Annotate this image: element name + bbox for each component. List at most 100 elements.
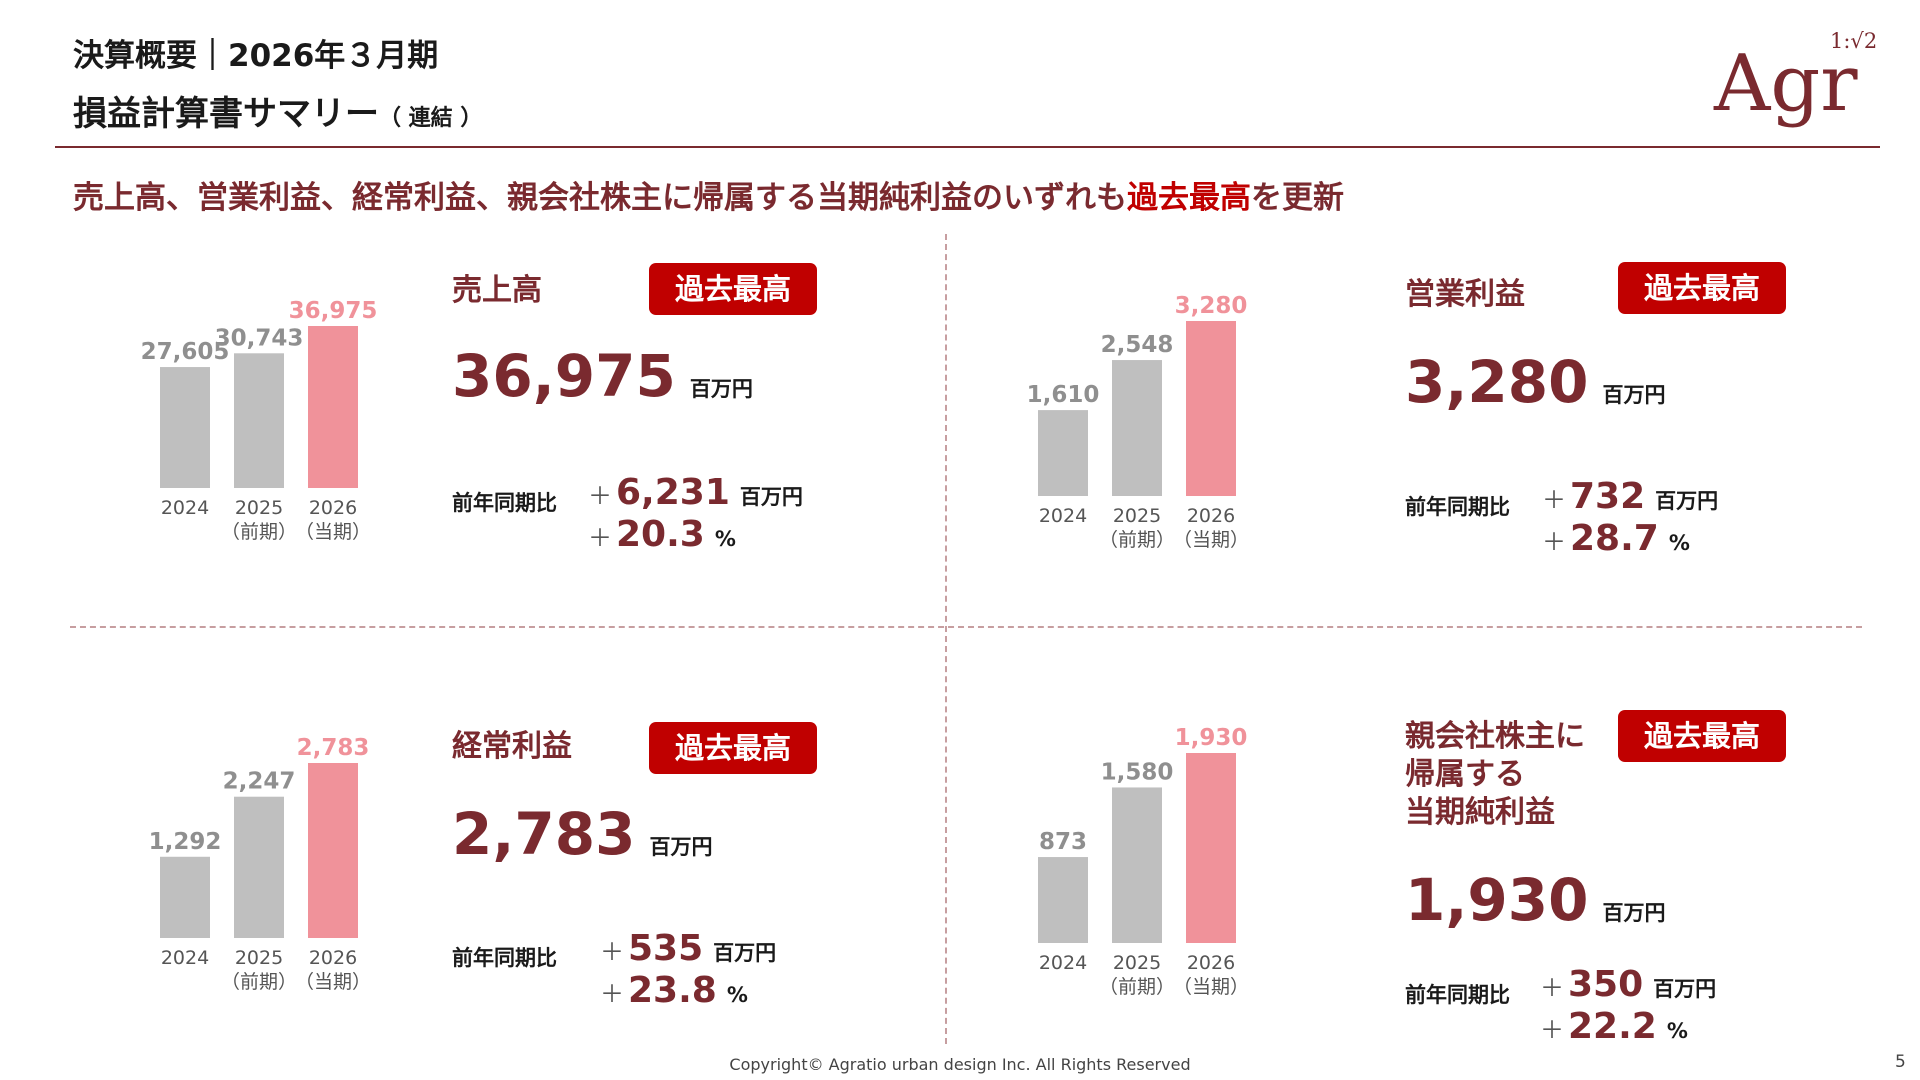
yoy-label: 前年同期比 [1405, 495, 1510, 519]
yoy-label: 前年同期比 [452, 491, 557, 515]
title-line: 当期純利益 [1405, 795, 1555, 830]
yoy-sign: ＋ [588, 524, 612, 552]
yoy-percent-number: 28.7 [1570, 518, 1659, 559]
category-label: （前期） [1099, 976, 1175, 998]
yoy-percent: ＋ 23.8% [600, 970, 748, 1011]
record-high-badge: 過去最高 [1618, 262, 1786, 314]
page-number: 5 [1895, 1052, 1906, 1072]
yoy-sign: ＋ [1542, 486, 1566, 514]
yoy-sign: ＋ [600, 938, 624, 966]
value-unit: 百万円 [689, 377, 753, 401]
category-label: 2026 [1187, 505, 1235, 527]
yoy-percent: ＋ 22.2% [1540, 1006, 1688, 1047]
category-label: 2024 [1039, 952, 1087, 974]
yoy-label: 前年同期比 [452, 946, 557, 970]
category-label: 2026 [309, 947, 357, 969]
value-number: 3,280 [1405, 348, 1589, 416]
bar-value-label: 1,930 [1175, 725, 1248, 751]
operating-profit-chart: 1,610 2024 2,548 2025（前期） 3,280 2026（当期） [1027, 293, 1249, 551]
vertical-divider [945, 234, 947, 1044]
category-label: 2025 [1113, 952, 1161, 974]
yoy-sign: ＋ [1540, 1016, 1564, 1044]
panel-value: 2,783 百万円 [452, 800, 712, 868]
logo-ratio: 1:√2 [1830, 29, 1877, 53]
yoy-percent-unit: % [1666, 1019, 1688, 1043]
copyright: Copyright© Agratio urban design Inc. All… [729, 1055, 1191, 1074]
logo-text: Agr [1713, 39, 1858, 129]
yoy-percent-number: 22.2 [1568, 1006, 1657, 1047]
bar-value-label: 2,783 [297, 735, 370, 761]
bar-value-label: 2,247 [223, 769, 296, 795]
yoy-amount-unit: 百万円 [739, 485, 803, 509]
panel-title: 経常利益 [452, 729, 572, 764]
ordinary-profit-chart: 1,292 2024 2,247 2025（前期） 2,783 2026（当期） [149, 735, 371, 993]
record-high-badge: 過去最高 [649, 263, 817, 315]
headline-text: 売上高、営業利益、経常利益、親会社株主に帰属する当期純利益のいずれも [73, 180, 1127, 216]
headline: 売上高、営業利益、経常利益、親会社株主に帰属する当期純利益のいずれも過去最高を更… [73, 172, 1344, 217]
yoy-sign: ＋ [600, 980, 624, 1008]
panel-title: 売上高 [452, 273, 542, 308]
value-number: 1,930 [1405, 866, 1589, 934]
yoy-amount-unit: 百万円 [713, 941, 777, 965]
yoy-percent-unit: % [714, 527, 736, 551]
title-line: 帰属する [1405, 757, 1525, 792]
bar-2 [308, 763, 358, 938]
yoy-amount: ＋ 732 百万円 [1542, 476, 1718, 517]
title-line: 親会社株主に [1405, 719, 1585, 754]
yoy-amount: ＋ 350 百万円 [1540, 964, 1716, 1005]
category-label: （前期） [1099, 529, 1175, 551]
yoy-sign: ＋ [1542, 528, 1566, 556]
bar-0 [160, 367, 210, 488]
panel-title: 営業利益 [1405, 277, 1525, 312]
section-header: 決算概要｜2026年３月期 [73, 38, 439, 74]
bar-value-label: 36,975 [289, 298, 378, 324]
category-label: （前期） [221, 521, 297, 543]
category-label: 2026 [1187, 952, 1235, 974]
bar-1 [1112, 360, 1162, 496]
bar-0 [160, 856, 210, 938]
category-label: 2025 [235, 497, 283, 519]
yoy-amount-unit: 百万円 [1653, 977, 1717, 1001]
bar-1 [234, 796, 284, 938]
bar-value-label: 873 [1039, 829, 1087, 855]
page-title-suffix: （ 連結 ） [379, 106, 483, 131]
header-rule [55, 146, 1880, 148]
category-label: 2025 [1113, 505, 1161, 527]
category-label: （当期） [295, 971, 371, 993]
bar-value-label: 1,292 [149, 829, 222, 855]
yoy-percent: ＋ 20.3% [588, 514, 736, 555]
value-number: 2,783 [452, 800, 636, 868]
bar-value-label: 27,605 [141, 339, 230, 365]
category-label: 2025 [235, 947, 283, 969]
yoy-sign: ＋ [588, 482, 612, 510]
bar-2 [1186, 321, 1236, 496]
category-label: 2024 [1039, 505, 1087, 527]
yoy-amount: ＋ 535 百万円 [600, 928, 776, 969]
yoy-amount: ＋ 6,231 百万円 [588, 472, 803, 513]
yoy-amount-number: 535 [628, 928, 704, 969]
value-unit: 百万円 [1602, 383, 1666, 407]
yoy-amount-number: 6,231 [616, 472, 730, 513]
value-unit: 百万円 [649, 835, 713, 859]
yoy-amount-number: 350 [1568, 964, 1644, 1005]
yoy-percent-number: 20.3 [616, 514, 705, 555]
bar-0 [1038, 857, 1088, 943]
bar-1 [1112, 787, 1162, 943]
net-income-chart: 873 2024 1,580 2025（前期） 1,930 2026（当期） [1038, 725, 1249, 998]
sales-chart: 27,605 2024 30,743 2025（前期） 36,975 2026（当期） [141, 298, 378, 543]
record-high-badge: 過去最高 [649, 722, 817, 774]
value-number: 36,975 [452, 342, 676, 410]
yoy-amount-number: 732 [1570, 476, 1646, 517]
page-title-text: 損益計算書サマリー [73, 94, 379, 134]
category-label: 2024 [161, 947, 209, 969]
yoy-percent: ＋ 28.7% [1542, 518, 1690, 559]
bar-value-label: 3,280 [1175, 293, 1248, 319]
bar-value-label: 1,580 [1101, 759, 1174, 785]
category-label: 2026 [309, 497, 357, 519]
bar-value-label: 2,548 [1101, 332, 1174, 358]
yoy-label: 前年同期比 [1405, 983, 1510, 1007]
yoy-percent-number: 23.8 [628, 970, 717, 1011]
panel-value: 1,930 百万円 [1405, 866, 1665, 934]
category-label: （当期） [1173, 976, 1249, 998]
value-unit: 百万円 [1602, 901, 1666, 925]
